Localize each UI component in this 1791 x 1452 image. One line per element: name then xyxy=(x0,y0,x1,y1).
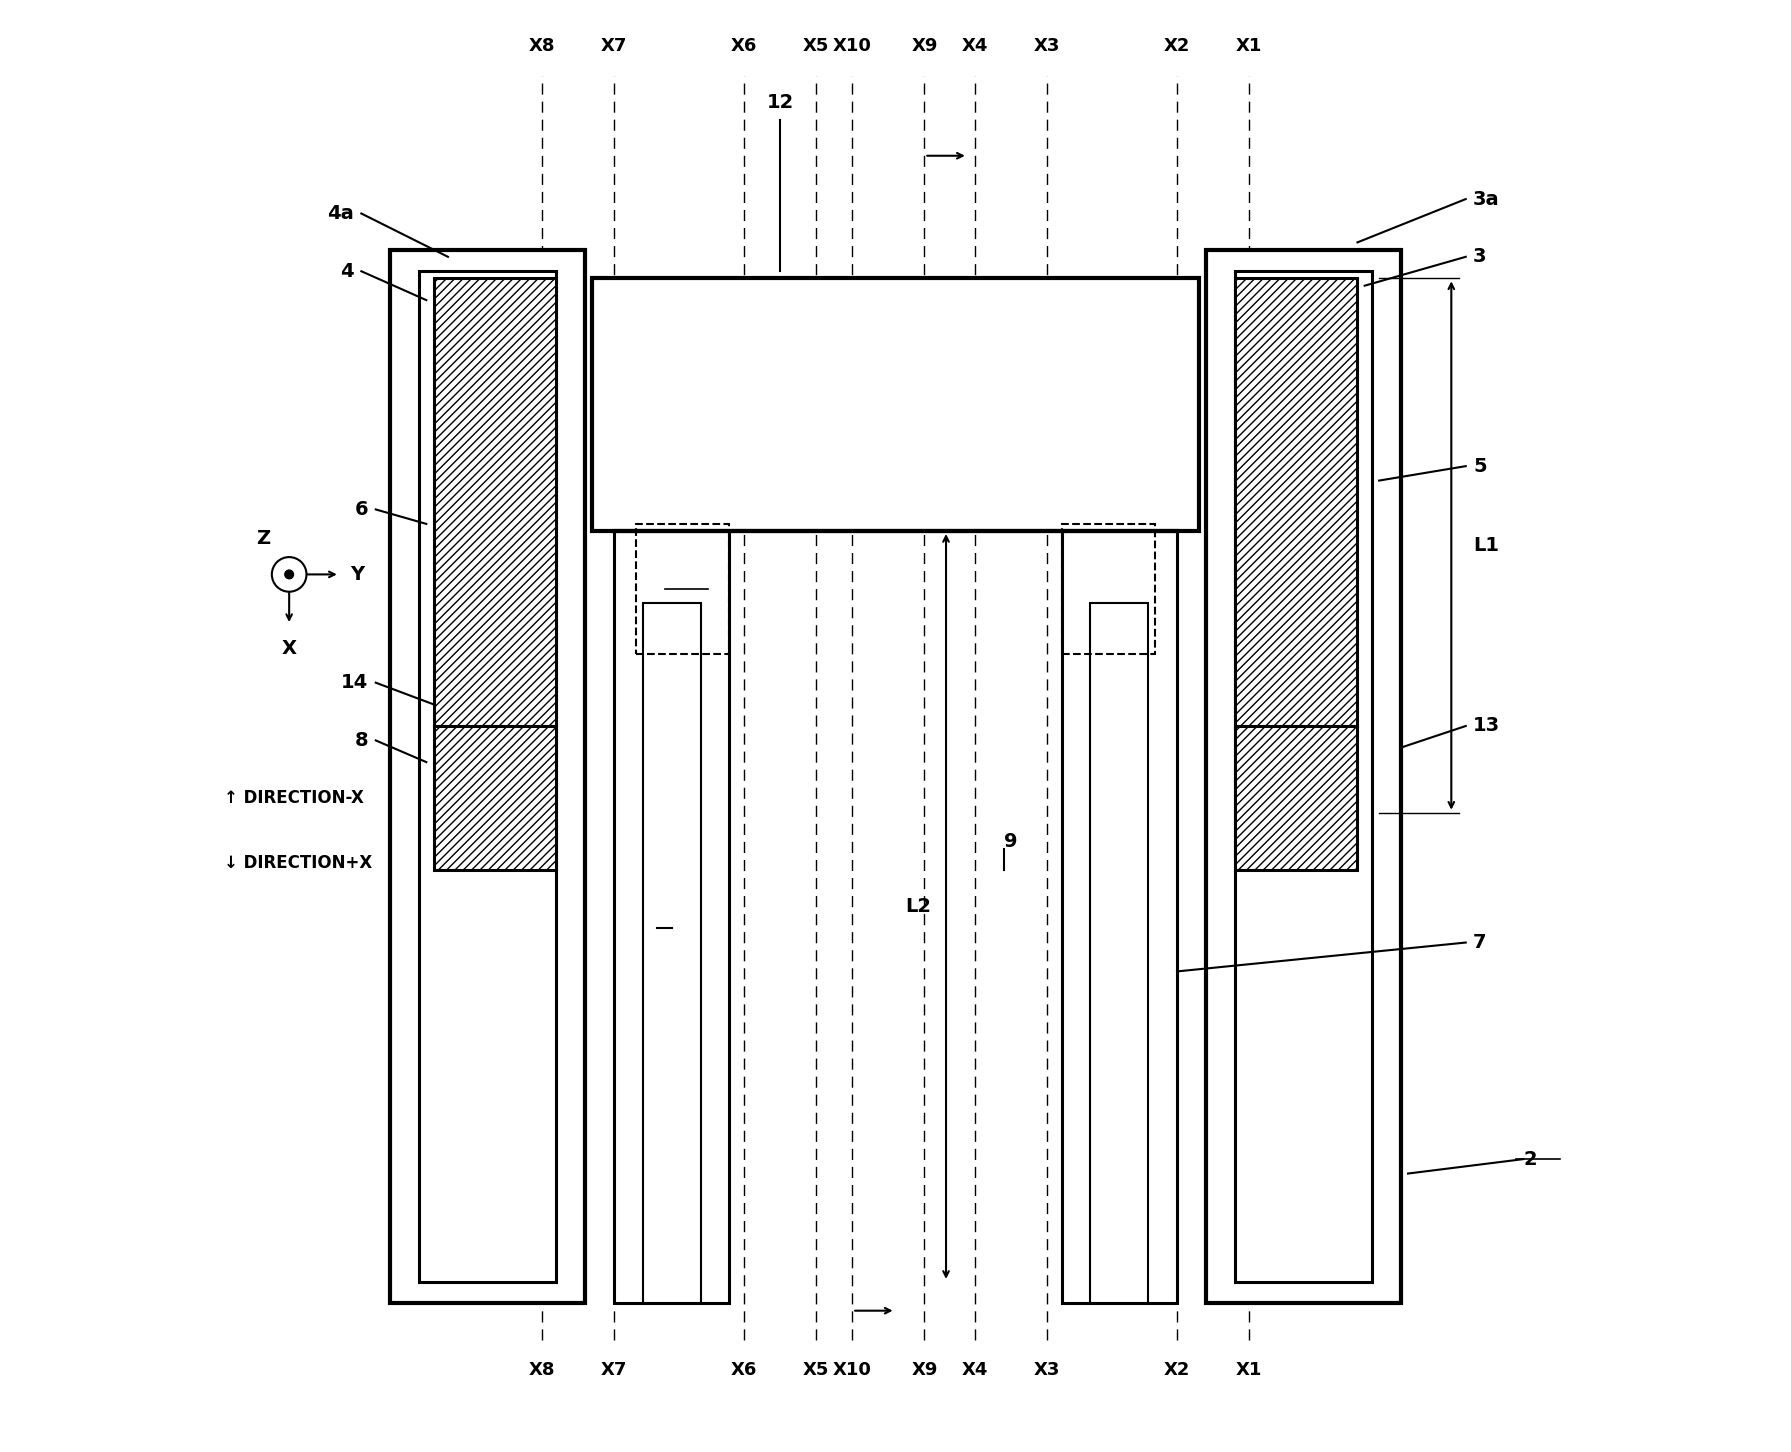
Text: 10: 10 xyxy=(672,919,698,938)
Text: X6: X6 xyxy=(731,1361,758,1379)
Text: X2: X2 xyxy=(1164,1361,1191,1379)
Text: X10: X10 xyxy=(833,1361,872,1379)
Text: X9: X9 xyxy=(912,36,937,55)
Text: 4a: 4a xyxy=(328,203,355,224)
Bar xyxy=(1091,603,1148,1304)
Bar xyxy=(1234,272,1372,1282)
Circle shape xyxy=(285,571,294,579)
Bar xyxy=(643,603,700,1304)
Text: X3: X3 xyxy=(1033,36,1060,55)
Text: 14: 14 xyxy=(342,674,369,693)
Bar xyxy=(636,524,729,653)
Text: 3a: 3a xyxy=(1472,190,1499,209)
Text: 2: 2 xyxy=(1524,1150,1537,1169)
Text: X9: X9 xyxy=(912,1361,937,1379)
Text: 3: 3 xyxy=(1472,247,1487,266)
Text: X7: X7 xyxy=(600,1361,627,1379)
Bar xyxy=(1234,279,1358,726)
Text: X5: X5 xyxy=(802,36,829,55)
Text: X1: X1 xyxy=(1236,1361,1263,1379)
Circle shape xyxy=(272,558,306,592)
Text: L1: L1 xyxy=(1472,536,1499,555)
Bar xyxy=(1205,250,1401,1304)
Bar xyxy=(433,279,557,726)
Text: 8: 8 xyxy=(355,730,369,749)
Text: Y: Y xyxy=(349,565,364,584)
Text: 4: 4 xyxy=(340,261,355,280)
Bar xyxy=(593,279,1198,531)
Text: ↓ DIRECTION+X: ↓ DIRECTION+X xyxy=(224,854,373,873)
Text: ↑ DIRECTION-X: ↑ DIRECTION-X xyxy=(224,790,364,807)
Bar xyxy=(390,250,586,1304)
Bar xyxy=(1062,524,1155,653)
Text: 12: 12 xyxy=(767,93,793,112)
Text: 9: 9 xyxy=(1003,832,1017,851)
Text: X4: X4 xyxy=(962,1361,989,1379)
Text: 5: 5 xyxy=(1472,456,1487,476)
Text: X2: X2 xyxy=(1164,36,1191,55)
Text: X10: X10 xyxy=(833,36,872,55)
Text: X8: X8 xyxy=(528,1361,555,1379)
Text: 1: 1 xyxy=(679,569,693,590)
Bar xyxy=(419,272,557,1282)
Text: X: X xyxy=(281,639,297,658)
Text: X6: X6 xyxy=(731,36,758,55)
Bar xyxy=(433,726,557,870)
Text: 6: 6 xyxy=(355,499,369,518)
Text: X1: X1 xyxy=(1236,36,1263,55)
Text: X7: X7 xyxy=(600,36,627,55)
Bar xyxy=(614,524,729,1304)
Bar xyxy=(1062,524,1177,1304)
Text: 13: 13 xyxy=(1472,716,1501,736)
Text: X5: X5 xyxy=(802,1361,829,1379)
Text: X8: X8 xyxy=(528,36,555,55)
Text: L2: L2 xyxy=(906,897,931,916)
Text: 7: 7 xyxy=(1472,934,1487,953)
Text: X3: X3 xyxy=(1033,1361,1060,1379)
Text: Z: Z xyxy=(256,530,270,549)
Bar xyxy=(1234,726,1358,870)
Text: X4: X4 xyxy=(962,36,989,55)
